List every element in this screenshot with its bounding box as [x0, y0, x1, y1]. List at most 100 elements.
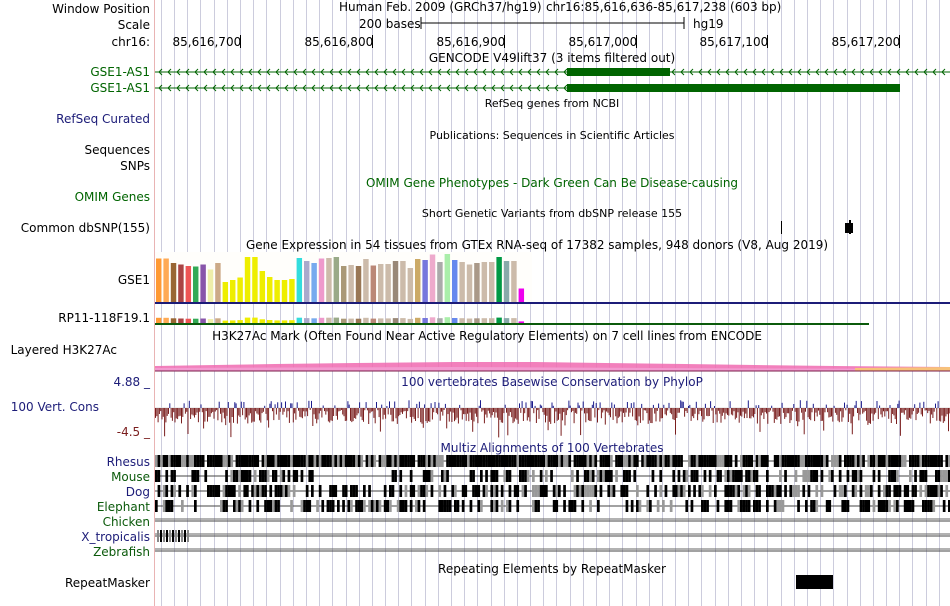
gtex-tissue-bar-mini[interactable] — [518, 321, 525, 323]
gtex-tissue-bar[interactable] — [170, 263, 177, 302]
gtex-tissue-bar[interactable] — [415, 259, 421, 302]
gtex-tissue-bar-mini[interactable] — [185, 318, 192, 323]
repeatmasker-track-label[interactable]: RepeatMasker — [64, 576, 150, 590]
gtex-tissue-bar[interactable] — [244, 257, 251, 302]
gtex-tissue-bar[interactable] — [444, 254, 451, 302]
gtex-tissue-bar[interactable] — [341, 266, 347, 302]
gtex-tissue-bar[interactable] — [355, 266, 362, 302]
gtex-tissue-bar-mini[interactable] — [444, 317, 451, 323]
gtex-tissue-bar-mini[interactable] — [244, 317, 251, 323]
gtex-tissue-bar-mini[interactable] — [503, 318, 510, 323]
gtex-tissue-bar[interactable] — [437, 262, 443, 302]
gtex-tissue-bar[interactable] — [237, 277, 243, 303]
gtex-tissue-bar-mini[interactable] — [200, 318, 206, 324]
gtex-tissue-bar-mini[interactable] — [170, 318, 177, 323]
gtex-tissue-bar[interactable] — [230, 280, 236, 302]
gtex-tissue-bar-mini[interactable] — [178, 318, 184, 324]
gtex-tissue-bar-mini[interactable] — [378, 318, 384, 323]
gtex-tissue-bar[interactable] — [429, 254, 436, 303]
h3k27ac-track-label[interactable]: Layered H3K27Ac — [10, 343, 117, 357]
gtex-gene-label[interactable]: GSE1 — [117, 273, 150, 287]
gtex-tissue-bar[interactable] — [518, 288, 525, 303]
gtex-tissue-bar[interactable] — [193, 266, 199, 303]
gtex-tissue-bar[interactable] — [326, 258, 332, 302]
gtex-tissue-bar-mini[interactable] — [474, 318, 480, 323]
gtex-tissue-bar[interactable] — [178, 264, 184, 303]
phylop-track[interactable] — [155, 388, 950, 440]
gencode-item-label-2[interactable]: GSE1-AS1 — [90, 81, 150, 95]
gtex-tissue-bar[interactable] — [422, 260, 428, 302]
gtex-tissue-bar-mini[interactable] — [289, 320, 295, 323]
gtex-tissue-bar-mini[interactable] — [156, 317, 162, 323]
gtex-tissue-bar[interactable] — [474, 263, 480, 302]
gtex-tissue-bar-mini[interactable] — [355, 318, 362, 323]
gtex-tissue-bar[interactable] — [333, 257, 340, 302]
gtex-tissue-bar[interactable] — [318, 258, 325, 303]
snp-mark[interactable] — [781, 221, 782, 234]
snps-track-label[interactable]: SNPs — [120, 159, 150, 173]
gtex-tissue-bar-mini[interactable] — [222, 320, 229, 323]
species-label-zebrafish[interactable]: Zebrafish — [93, 545, 150, 559]
species-label-mouse[interactable]: Mouse — [111, 470, 150, 484]
gene-gse1-as1-2[interactable] — [155, 84, 900, 92]
gtex-tissue-bar-mini[interactable] — [163, 317, 169, 323]
gtex-tissue-bar-mini[interactable] — [452, 318, 458, 323]
gtex-tissue-bar-mini[interactable] — [415, 317, 421, 323]
gtex-tissue-bar-mini[interactable] — [341, 318, 347, 323]
gtex-tissue-bar[interactable] — [385, 264, 391, 302]
gtex-tissue-bar-mini[interactable] — [304, 318, 310, 323]
gencode-track[interactable] — [155, 62, 950, 94]
gtex-tissue-bar-mini[interactable] — [311, 318, 317, 323]
gtex-tissue-bar[interactable] — [407, 268, 414, 302]
gtex-tissue-bar-mini[interactable] — [481, 318, 488, 323]
gtex-tissue-bar[interactable] — [222, 282, 229, 302]
gtex-tissue-bar[interactable] — [185, 266, 192, 302]
gtex-tissue-bar[interactable] — [252, 257, 258, 302]
species-label-chicken[interactable]: Chicken — [102, 515, 150, 529]
gtex-tissue-bar[interactable] — [259, 271, 266, 302]
gtex-tissue-bar-mini[interactable] — [348, 318, 354, 323]
rp11-gene-label[interactable]: RP11-118F19.1 — [58, 311, 150, 325]
gtex-tissue-bar-mini[interactable] — [422, 318, 428, 323]
gtex-tissue-bar-mini[interactable] — [318, 317, 325, 323]
gtex-tissue-bar[interactable] — [207, 269, 214, 303]
browser-image-panel[interactable]: Human Feb. 2009 (GRCh37/hg19) chr16:85,6… — [155, 0, 950, 606]
gtex-tissue-bar-mini[interactable] — [215, 318, 221, 323]
gtex-tissue-bar-mini[interactable] — [363, 317, 369, 323]
gtex-tissue-bar-mini[interactable] — [511, 318, 517, 323]
gtex-tissue-bar-mini[interactable] — [370, 318, 377, 323]
gtex-tissue-bar-mini[interactable] — [326, 317, 332, 323]
dbsnp-track-label[interactable]: Common dbSNP(155) — [20, 221, 150, 235]
gtex-tissue-bar[interactable] — [392, 261, 399, 302]
gtex-tissue-bar-mini[interactable] — [392, 318, 399, 323]
gtex-tissue-bar-mini[interactable] — [267, 320, 273, 323]
gtex-tissue-bar[interactable] — [378, 264, 384, 302]
gtex-tissue-bar-mini[interactable] — [207, 319, 214, 323]
gtex-tissue-bar[interactable] — [496, 257, 502, 302]
gtex-tissue-bar-mini[interactable] — [489, 318, 495, 323]
gtex-tissue-bar[interactable] — [296, 258, 303, 302]
species-label-elephant[interactable]: Elephant — [96, 500, 150, 514]
repeat-element[interactable] — [796, 575, 833, 589]
gtex-tissue-bar-mini[interactable] — [281, 320, 288, 323]
gtex-tissue-bar-mini[interactable] — [400, 318, 406, 323]
gtex-tissue-bar[interactable] — [489, 262, 495, 302]
gtex-tissue-bar-mini[interactable] — [296, 317, 303, 323]
gtex-tissue-bar[interactable] — [466, 264, 473, 303]
gtex-tissue-bar[interactable] — [511, 261, 517, 302]
gtex-tissue-bar[interactable] — [274, 280, 280, 302]
gtex-tissue-bar-mini[interactable] — [259, 319, 266, 323]
species-label-dog[interactable]: Dog — [125, 485, 150, 499]
gtex-tissue-bar[interactable] — [200, 264, 206, 303]
species-label-rhesus[interactable]: Rhesus — [106, 455, 150, 469]
gtex-tissue-bar[interactable] — [156, 258, 162, 303]
gene-gse1-as1-1[interactable] — [155, 68, 950, 76]
gtex-tissue-bar[interactable] — [452, 260, 458, 302]
gtex-tissue-bar[interactable] — [215, 263, 221, 302]
gtex-tissue-bar-mini[interactable] — [230, 320, 236, 323]
gtex-tissue-bar-mini[interactable] — [437, 318, 443, 323]
gtex-tissue-bar-mini[interactable] — [237, 320, 243, 323]
gtex-tissue-bar[interactable] — [363, 259, 369, 302]
gtex-bars[interactable] — [156, 254, 525, 303]
gtex-tissue-bar[interactable] — [163, 258, 169, 303]
